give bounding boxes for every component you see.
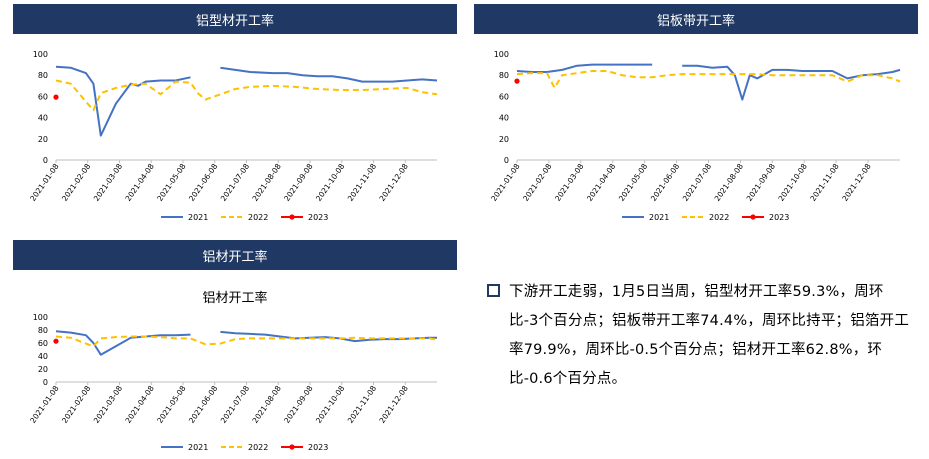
x-tick-label: 2021-01-08: [28, 162, 61, 203]
y-tick-label: 80: [38, 71, 48, 80]
x-tick-label: 2021-06-08: [649, 162, 682, 203]
y-tick-label: 80: [499, 71, 509, 80]
y-tick-label: 20: [38, 365, 48, 374]
series-2021-line: [55, 330, 191, 356]
series-2021-line: [220, 66, 438, 83]
x-tick-label: 2021-08-08: [713, 162, 746, 203]
y-tick-label: 0: [43, 156, 48, 165]
y-tick-label: 40: [38, 114, 48, 123]
y-tick-label: 20: [38, 135, 48, 144]
summary-note: 下游开工走弱，1月5日当周，铝型材开工率59.3%，周环比-3个百分点；铝板带开…: [487, 278, 912, 394]
x-tick-label: 2021-04-08: [124, 162, 157, 203]
legend-marker-2023: [750, 214, 756, 220]
x-tick-label: 2021-02-08: [521, 162, 554, 203]
series-2021-line: [220, 330, 437, 343]
x-tick-label: 2021-03-08: [92, 384, 125, 425]
x-tick-label: 2021-05-08: [617, 162, 650, 203]
x-tick-label: 2021-11-08: [346, 384, 379, 425]
series-2023-point: [53, 338, 59, 344]
x-tick-label: 2021-07-08: [219, 384, 252, 425]
x-tick-label: 2021-05-08: [155, 384, 188, 425]
x-tick-label: 2021-03-08: [553, 162, 586, 203]
series-2021-line: [55, 65, 191, 137]
x-tick-label: 2021-05-08: [155, 162, 188, 203]
y-tick-label: 0: [504, 156, 509, 165]
series-2021-line: [682, 64, 901, 101]
x-tick-label: 2021-03-08: [92, 162, 125, 203]
legend-label-2022: 2022: [248, 443, 268, 452]
x-tick-label: 2021-04-08: [124, 384, 157, 425]
series-2023-point: [514, 78, 520, 84]
legend-label-2023: 2023: [308, 443, 328, 452]
x-tick-label: 2021-12-08: [378, 162, 411, 203]
y-tick-label: 60: [38, 339, 48, 348]
series-2022-line: [55, 79, 438, 112]
legend-label-2023: 2023: [769, 213, 789, 222]
series-2021-line: [516, 63, 653, 73]
legend-label-2022: 2022: [709, 213, 729, 222]
y-tick-label: 80: [38, 326, 48, 335]
x-tick-label: 2021-10-08: [777, 162, 810, 203]
x-tick-label: 2021-09-08: [282, 162, 315, 203]
x-tick-label: 2021-06-08: [187, 162, 220, 203]
y-tick-label: 60: [38, 92, 48, 101]
legend-label-2021: 2021: [188, 213, 208, 222]
x-tick-label: 2021-11-08: [808, 162, 841, 203]
x-tick-label: 2021-08-08: [251, 384, 284, 425]
x-tick-label: 2021-12-08: [840, 162, 873, 203]
x-tick-label: 2021-06-08: [187, 384, 220, 425]
x-tick-label: 2021-08-08: [251, 162, 284, 203]
y-tick-label: 0: [43, 378, 48, 387]
series-2022-line: [55, 335, 438, 348]
legend-label-2021: 2021: [188, 443, 208, 452]
x-tick-label: 2021-12-08: [378, 384, 411, 425]
x-tick-label: 2021-01-08: [28, 384, 61, 425]
x-tick-label: 2021-04-08: [585, 162, 618, 203]
legend-label-2023: 2023: [308, 213, 328, 222]
legend-label-2022: 2022: [248, 213, 268, 222]
x-tick-label: 2021-07-08: [219, 162, 252, 203]
x-tick-label: 2021-07-08: [681, 162, 714, 203]
x-tick-label: 2021-11-08: [346, 162, 379, 203]
series-2023-point: [53, 94, 59, 100]
y-tick-label: 100: [33, 50, 48, 59]
x-tick-label: 2021-09-08: [745, 162, 778, 203]
series-2022-line: [516, 70, 901, 89]
legend-marker-2023: [289, 214, 295, 220]
y-tick-label: 100: [494, 50, 509, 59]
x-tick-label: 2021-01-08: [489, 162, 522, 203]
y-tick-label: 40: [499, 114, 509, 123]
x-tick-label: 2021-09-08: [282, 384, 315, 425]
y-tick-label: 60: [499, 92, 509, 101]
x-tick-label: 2021-10-08: [314, 162, 347, 203]
y-tick-label: 100: [33, 313, 48, 322]
legend-label-2021: 2021: [649, 213, 669, 222]
x-tick-label: 2021-02-08: [60, 384, 93, 425]
summary-text: 下游开工走弱，1月5日当周，铝型材开工率59.3%，周环比-3个百分点；铝板带开…: [509, 284, 910, 387]
y-tick-label: 40: [38, 352, 48, 361]
legend-marker-2023: [289, 444, 295, 450]
square-bullet-icon: [487, 284, 500, 297]
x-tick-label: 2021-02-08: [60, 162, 93, 203]
x-tick-label: 2021-10-08: [314, 384, 347, 425]
y-tick-label: 20: [499, 135, 509, 144]
